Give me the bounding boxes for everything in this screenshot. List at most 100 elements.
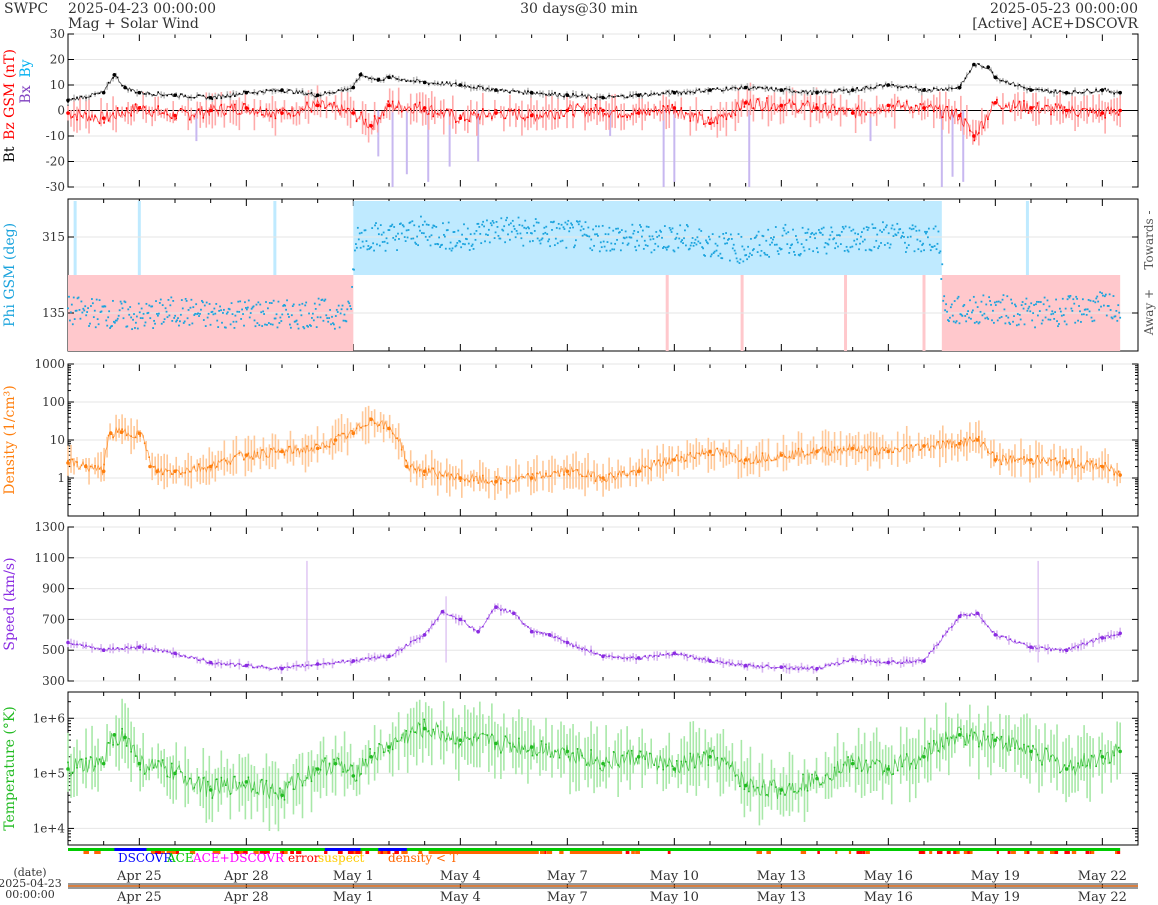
phi-point [443, 233, 445, 236]
phi-point [415, 243, 418, 245]
sample-marker [473, 736, 475, 739]
sample-marker [409, 108, 412, 110]
sample-marker [1023, 743, 1025, 746]
sample-marker [333, 758, 335, 761]
sample-marker [85, 644, 87, 647]
quality-flag [324, 851, 328, 854]
legend-suspect: suspect [318, 851, 365, 865]
phi-point [298, 303, 301, 306]
phi-point [743, 248, 746, 251]
sample-marker [703, 751, 705, 754]
sample-marker [1113, 473, 1115, 476]
sample-marker [427, 730, 430, 732]
temperature-point [565, 749, 570, 754]
sample-marker [216, 662, 218, 665]
phi-point [762, 235, 765, 238]
phi-point [341, 304, 344, 307]
phi-point [962, 305, 965, 308]
phi-point [663, 245, 665, 248]
sample-marker [427, 83, 430, 86]
phi-point [443, 235, 446, 238]
sample-marker [1113, 634, 1115, 637]
phi-point [751, 249, 754, 252]
sample-marker [143, 93, 146, 95]
sample-marker [919, 449, 922, 451]
sample-marker [459, 480, 462, 482]
phi-point [138, 311, 141, 314]
sample-marker [757, 86, 759, 89]
phi-series [67, 215, 1122, 331]
sample-marker [946, 737, 949, 740]
sample-marker [206, 780, 209, 783]
phi-point [1018, 313, 1021, 316]
sample-marker [946, 631, 949, 633]
sample-marker [987, 118, 989, 121]
sample-marker [364, 118, 367, 121]
sample-marker [1027, 88, 1030, 90]
sample-marker [878, 661, 881, 664]
sample-marker [301, 450, 304, 453]
sample-marker [851, 759, 854, 762]
phi-point [495, 220, 498, 223]
sample-marker [247, 452, 250, 455]
sample-marker [964, 613, 967, 616]
density-point [601, 476, 605, 480]
sample-marker [166, 113, 169, 116]
phi-point [276, 326, 279, 329]
sample-marker [883, 84, 885, 87]
phi-point [425, 223, 428, 226]
phi-point [538, 239, 541, 242]
phi-point [650, 251, 653, 254]
density-flag-segment [570, 851, 621, 854]
quality-flag [387, 851, 391, 854]
quality-flag [153, 851, 158, 854]
phi-point [416, 235, 419, 238]
phi-point [438, 236, 441, 239]
sample-marker [1000, 463, 1003, 466]
sample-marker [590, 749, 592, 751]
sample-marker [969, 436, 971, 439]
sample-marker [80, 95, 83, 98]
phi-point [99, 311, 102, 313]
phi-point [995, 300, 998, 303]
sample-marker [770, 783, 773, 786]
sample-marker [346, 88, 349, 91]
sample-marker [265, 666, 268, 669]
phi-point [1064, 307, 1067, 310]
phi-point [672, 249, 675, 252]
phi-point [570, 222, 573, 225]
phi-point [856, 238, 859, 241]
sample-marker [788, 667, 791, 670]
phi-point [369, 247, 372, 249]
sample-marker [396, 740, 398, 743]
bz-point [779, 103, 784, 108]
sample-marker [621, 471, 624, 473]
quality-flag [667, 851, 671, 854]
phi-point [358, 232, 361, 235]
phi-point [712, 252, 715, 254]
phi-point [692, 244, 695, 247]
sample-marker [815, 103, 818, 105]
sample-marker [315, 104, 317, 107]
sample-marker [1036, 455, 1039, 457]
phi-point [238, 310, 241, 313]
phi-point [677, 246, 680, 249]
phi-point [159, 298, 162, 301]
y-tick-label: 900 [42, 582, 65, 596]
phi-point [175, 320, 177, 323]
temperature-point [208, 788, 213, 792]
phi-point [522, 244, 525, 247]
phi-point [775, 243, 778, 246]
phi-point [422, 232, 425, 235]
sample-marker [432, 82, 435, 85]
sample-marker [166, 94, 169, 97]
sample-marker [364, 75, 367, 78]
phi-point [117, 314, 120, 317]
sample-marker [288, 112, 290, 115]
sample-marker [675, 454, 678, 457]
sample-marker [175, 117, 178, 120]
sample-marker [549, 635, 552, 637]
sample-marker [67, 459, 69, 462]
sample-marker [775, 87, 777, 90]
phi-point [161, 304, 164, 307]
